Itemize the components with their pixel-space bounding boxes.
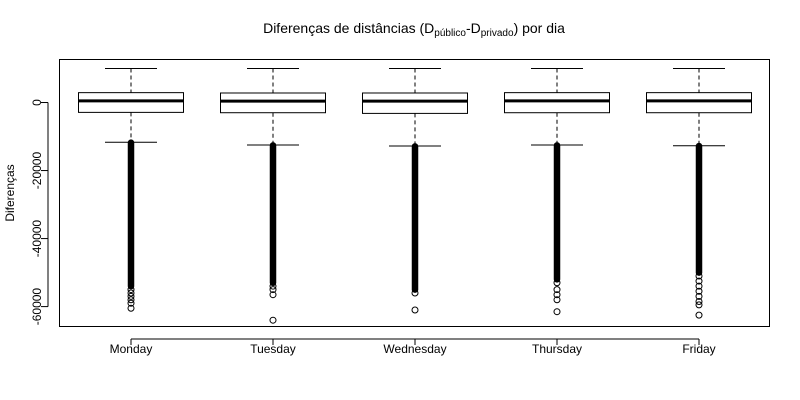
iqr-box: [646, 92, 752, 114]
x-tick-label: Wednesday: [383, 342, 446, 356]
outlier-point: [553, 291, 561, 299]
outlier-point: [127, 304, 135, 312]
box-group: [78, 68, 752, 324]
box-wednesday: [362, 68, 468, 314]
outlier-point: [411, 289, 419, 297]
box-tuesday: [220, 68, 326, 324]
title-prefix: Diferenças de distâncias (D: [263, 20, 434, 36]
title-sub1: público: [434, 28, 466, 39]
outlier-point: [695, 272, 703, 280]
x-tick-label: Tuesday: [250, 342, 296, 356]
outlier-point: [269, 286, 277, 294]
x-axis: Monday Tuesday Wednesday Thursday Friday: [110, 338, 716, 356]
y-axis: 0 -20000 -40000 -60000: [30, 99, 49, 326]
outlier-point: [127, 296, 135, 304]
outlier-point: [695, 282, 703, 290]
chart-title: Diferenças de distâncias (Dpúblico-Dpriv…: [263, 20, 565, 39]
outlier-point: [127, 299, 135, 307]
box-friday: [646, 68, 752, 319]
outlier-point: [553, 279, 561, 287]
outlier-point: [553, 286, 561, 294]
x-tick-label: Monday: [110, 342, 153, 356]
y-tick-label: 0: [30, 99, 44, 106]
outlier-point: [695, 297, 703, 305]
outlier-point: [695, 311, 703, 319]
outlier-point: [553, 296, 561, 304]
y-axis-label: Diferenças: [3, 164, 17, 221]
box-monday: [78, 68, 184, 312]
outlier-point: [695, 292, 703, 300]
outlier-point: [695, 287, 703, 295]
x-tick-label: Thursday: [532, 342, 582, 356]
outlier-point: [127, 289, 135, 297]
title-sub2: privado: [481, 28, 514, 39]
plot-frame: [59, 59, 770, 327]
iqr-box: [362, 92, 468, 114]
y-tick-label: -40000: [30, 220, 44, 258]
outlier-point: [269, 282, 277, 290]
outlier-point: [411, 306, 419, 314]
y-tick-label: -60000: [30, 288, 44, 326]
outlier-point: [127, 292, 135, 300]
iqr-box: [220, 92, 326, 114]
outlier-point: [269, 316, 277, 324]
outlier-point: [553, 308, 561, 316]
outlier-point: [695, 277, 703, 285]
outlier-point: [695, 301, 703, 309]
title-mid: -D: [466, 20, 481, 36]
iqr-box: [78, 92, 184, 113]
x-tick-label: Friday: [682, 342, 715, 356]
y-tick-label: -20000: [30, 152, 44, 190]
outlier-point: [127, 286, 135, 294]
outlier-point: [269, 291, 277, 299]
box-thursday: [504, 68, 610, 316]
iqr-box: [504, 92, 610, 114]
title-suffix: ) por dia: [514, 20, 566, 36]
